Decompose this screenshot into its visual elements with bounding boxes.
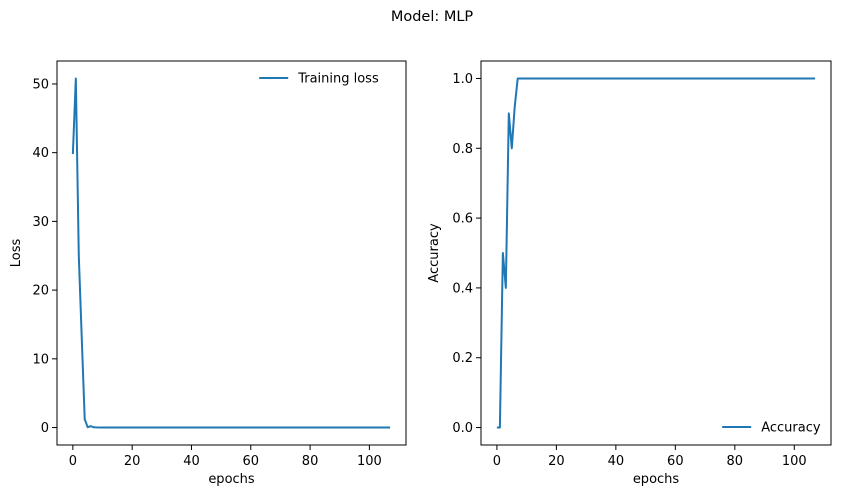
loss-y-tick-label: 20 bbox=[32, 284, 49, 299]
accuracy-y-tick-label: 0.4 bbox=[452, 281, 473, 296]
loss-y-tick-label: 40 bbox=[32, 146, 49, 161]
accuracy-axes-frame bbox=[480, 60, 832, 446]
loss-panel: 0 20 40 60 80 100 0 10 20 30 40 50 epochs Loss Trainin… bbox=[9, 60, 407, 487]
loss-y-tick-label: 10 bbox=[32, 352, 49, 367]
accuracy-y-tick-label: 0.6 bbox=[452, 212, 473, 227]
accuracy-y-tick-label: 0.2 bbox=[452, 351, 473, 366]
loss-x-tick-label: 0 bbox=[69, 454, 77, 469]
accuracy-y-tick-label: 0.0 bbox=[452, 421, 473, 436]
accuracy-x-tick-label: 40 bbox=[608, 454, 625, 469]
loss-legend-label: Training loss bbox=[297, 72, 379, 87]
accuracy-panel: 0 20 40 60 80 100 0.0 0.2 0.4 0.6 0.8 1.0 epochs Accu… bbox=[427, 60, 832, 487]
accuracy-x-tick-label: 80 bbox=[727, 454, 744, 469]
accuracy-y-tick-label: 0.8 bbox=[452, 142, 473, 157]
accuracy-x-tick-label: 60 bbox=[667, 454, 684, 469]
loss-x-axis-label: epochs bbox=[208, 472, 255, 487]
accuracy-y-axis-label: Accuracy bbox=[427, 223, 442, 283]
loss-x-tick-label: 60 bbox=[243, 454, 260, 469]
accuracy-x-axis-label: epochs bbox=[633, 472, 680, 487]
loss-y-tick-label: 30 bbox=[32, 215, 49, 230]
accuracy-x-tick-label: 100 bbox=[782, 454, 807, 469]
loss-y-axis-label: Loss bbox=[9, 239, 24, 268]
accuracy-x-tick-label: 20 bbox=[548, 454, 565, 469]
accuracy-x-tick-label: 0 bbox=[493, 454, 501, 469]
loss-x-tick-label: 80 bbox=[302, 454, 319, 469]
accuracy-legend-label: Accuracy bbox=[761, 421, 821, 436]
loss-x-tick-label: 100 bbox=[357, 454, 382, 469]
loss-axes-frame bbox=[56, 60, 407, 446]
loss-x-tick-label: 20 bbox=[124, 454, 141, 469]
loss-series-line bbox=[71, 77, 391, 429]
loss-x-tick-label: 40 bbox=[183, 454, 200, 469]
accuracy-series-line bbox=[496, 77, 816, 429]
loss-y-tick-label: 0 bbox=[41, 421, 49, 436]
figure-suptitle: Model: MLP bbox=[391, 9, 474, 25]
loss-y-tick-label: 50 bbox=[32, 77, 49, 92]
accuracy-y-tick-label: 1.0 bbox=[452, 72, 473, 87]
